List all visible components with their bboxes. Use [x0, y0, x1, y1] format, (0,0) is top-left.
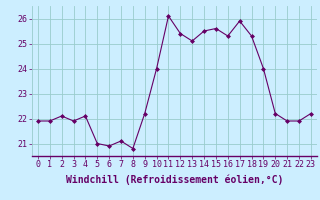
X-axis label: Windchill (Refroidissement éolien,°C): Windchill (Refroidissement éolien,°C)	[66, 175, 283, 185]
